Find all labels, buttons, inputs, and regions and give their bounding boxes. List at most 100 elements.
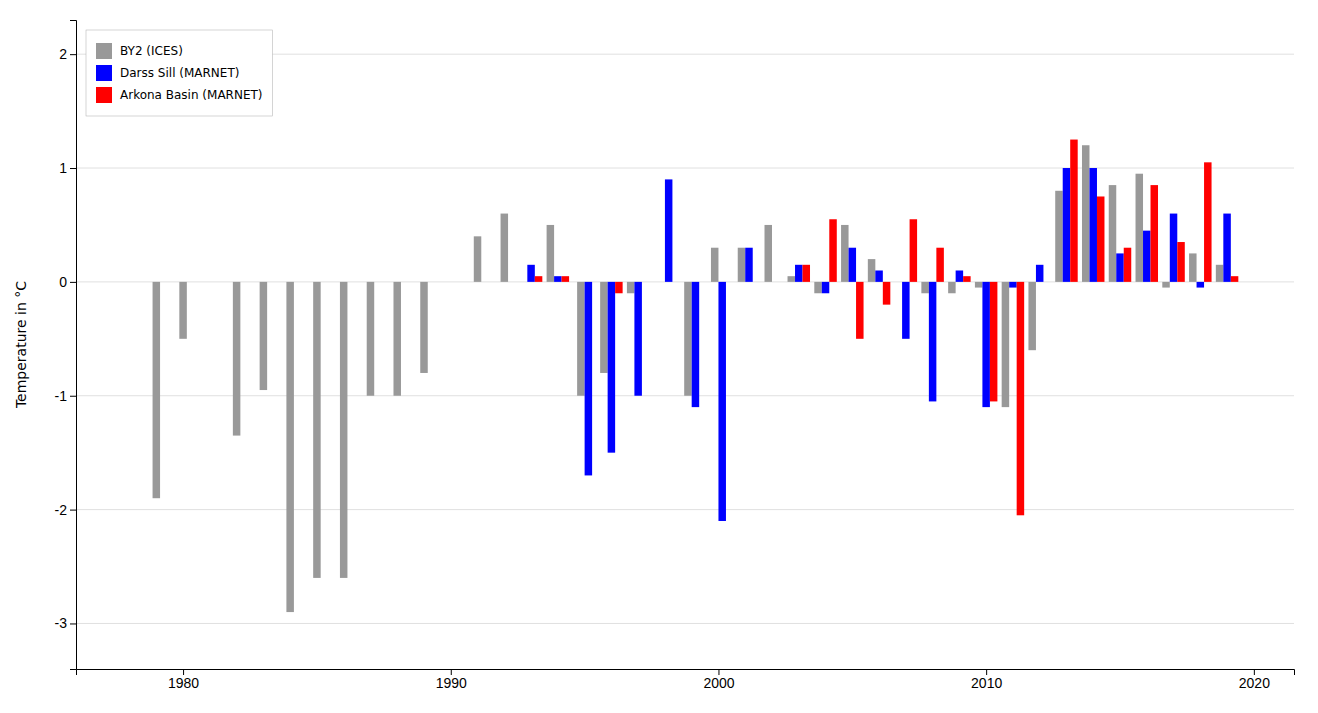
bar — [795, 265, 802, 282]
bar — [765, 225, 772, 282]
bar — [1231, 276, 1238, 282]
bar — [642, 281, 649, 282]
bar — [1197, 282, 1204, 288]
legend-swatch — [96, 65, 112, 81]
bar — [126, 281, 133, 282]
bar — [600, 282, 607, 373]
bar — [1124, 248, 1131, 282]
bar — [665, 179, 672, 281]
bar — [990, 282, 997, 402]
y-axis-title: Temperature in °C — [13, 281, 29, 409]
bar — [875, 270, 882, 281]
bar — [520, 281, 527, 282]
plot-area: 1980 1990 2000 2010 2020 -3 -2 -1 0 1 2 BY2 (ICES) D… — [55, 21, 1295, 691]
chart-svg: 1980 1990 2000 2010 2020 -3 -2 -1 0 1 2 BY2 (ICES) D… — [0, 0, 1318, 713]
bar — [829, 219, 836, 282]
tick-mark — [70, 510, 76, 511]
bar — [1036, 265, 1043, 282]
bar — [1204, 162, 1211, 282]
bar — [547, 225, 554, 282]
x-axis: 1980 1990 2000 2010 2020 — [77, 669, 1295, 691]
bar — [856, 282, 863, 339]
bar — [745, 248, 752, 282]
bar — [692, 282, 699, 407]
tick: 2010 — [971, 669, 1002, 691]
axis-domain — [77, 670, 1295, 676]
grid-line — [76, 623, 1294, 624]
tick: 1980 — [168, 669, 199, 691]
bar — [286, 282, 293, 612]
bar — [956, 270, 963, 281]
grid-line — [76, 509, 1294, 510]
legend-swatch — [96, 43, 112, 59]
bar — [936, 248, 943, 282]
tick-label: -1 — [55, 388, 68, 404]
bar — [1017, 282, 1024, 515]
bar — [1109, 185, 1116, 282]
tick-label: 1990 — [436, 675, 467, 691]
tick-mark — [70, 282, 76, 283]
bar — [447, 281, 454, 282]
tick-mark — [70, 168, 76, 169]
bar — [822, 282, 829, 293]
bar — [535, 276, 542, 282]
tick: -1 — [55, 388, 76, 404]
tick-mark — [70, 54, 76, 55]
tick-label: 1980 — [168, 675, 199, 691]
bar — [340, 282, 347, 578]
bar — [910, 219, 917, 282]
tick: -2 — [55, 502, 76, 518]
bar — [814, 282, 821, 293]
bar — [393, 282, 400, 396]
bar — [868, 259, 875, 282]
tick: 1 — [59, 160, 76, 176]
legend-label: Darss Sill (MARNET) — [120, 66, 239, 80]
legend-label: BY2 (ICES) — [120, 44, 183, 58]
bar — [718, 282, 725, 521]
tick: 2000 — [703, 669, 734, 691]
bar — [1082, 145, 1089, 282]
grid — [76, 54, 1294, 623]
tick: 2 — [59, 46, 76, 62]
bar — [1143, 231, 1150, 282]
bar — [367, 282, 374, 396]
bar — [474, 236, 481, 282]
tick-label: 2020 — [1239, 675, 1270, 691]
chart-container: 1980 1990 2000 2010 2020 -3 -2 -1 0 1 2 BY2 (ICES) D… — [0, 0, 1318, 713]
bar — [554, 276, 561, 282]
bar — [1136, 174, 1143, 282]
bar — [1009, 282, 1016, 288]
tick-label: 2010 — [971, 675, 1002, 691]
bar — [657, 281, 664, 282]
tick-label: 0 — [59, 274, 67, 290]
bar — [895, 281, 902, 282]
bar — [902, 282, 909, 339]
bar — [1055, 191, 1062, 282]
bar — [975, 282, 982, 288]
bar — [1170, 214, 1177, 282]
tick-label: 2000 — [703, 675, 734, 691]
tick-label: 1 — [59, 160, 67, 176]
bar — [948, 282, 955, 293]
tick-label: 2 — [59, 46, 67, 62]
axis-domain — [70, 21, 77, 670]
tick: 2020 — [1239, 669, 1270, 691]
bar — [608, 282, 615, 453]
bar — [527, 265, 534, 282]
bar — [577, 282, 584, 396]
bar — [803, 265, 810, 282]
y-axis: -3 -2 -1 0 1 2 — [55, 21, 77, 670]
bar — [684, 282, 691, 396]
bar — [963, 276, 970, 282]
bar — [585, 282, 592, 476]
tick: -3 — [55, 615, 76, 631]
grid-line — [76, 168, 1294, 169]
bar — [1216, 265, 1223, 282]
bar — [1223, 214, 1230, 282]
bar — [1043, 281, 1050, 282]
bar — [772, 281, 779, 282]
bar — [179, 282, 186, 339]
bar — [1063, 168, 1070, 282]
bar — [929, 282, 936, 402]
tick-label: -2 — [55, 502, 68, 518]
